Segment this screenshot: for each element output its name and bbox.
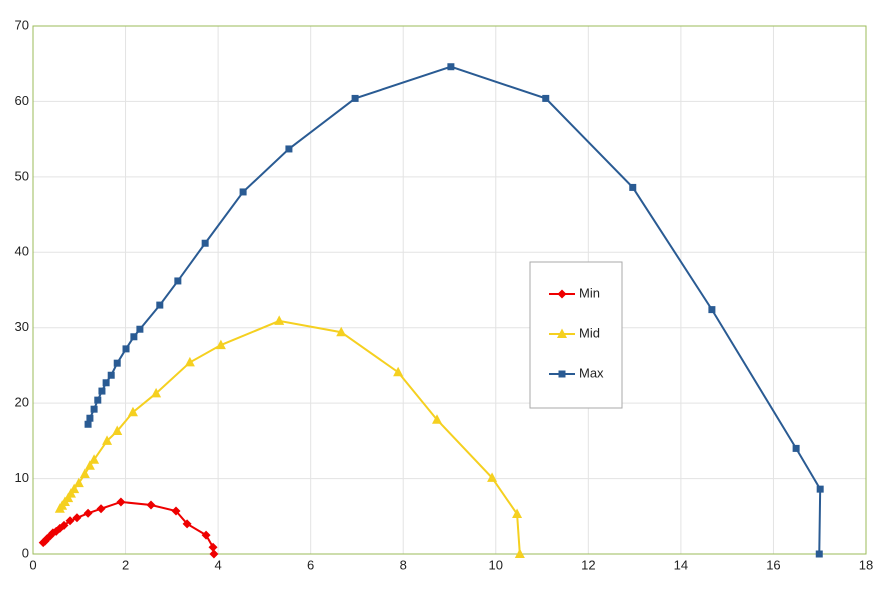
y-tick-label: 60 xyxy=(15,93,29,108)
marker xyxy=(69,483,80,494)
marker xyxy=(815,550,823,558)
marker xyxy=(113,359,121,367)
y-tick-label: 30 xyxy=(15,319,29,334)
marker xyxy=(72,513,82,523)
x-tick-label: 12 xyxy=(581,557,595,572)
marker xyxy=(487,472,498,482)
marker xyxy=(151,387,162,398)
marker xyxy=(130,333,138,341)
y-tick-label: 10 xyxy=(15,470,29,485)
marker xyxy=(84,420,92,428)
x-tick-label: 16 xyxy=(766,557,780,572)
marker xyxy=(174,277,182,285)
marker xyxy=(512,508,523,519)
marker xyxy=(96,504,106,514)
legend-label: Max xyxy=(579,365,604,380)
plot-border xyxy=(32,25,867,555)
marker xyxy=(708,306,716,314)
marker xyxy=(112,425,123,436)
marker xyxy=(209,549,219,559)
marker xyxy=(432,414,443,424)
marker xyxy=(201,239,209,247)
x-tick-label: 10 xyxy=(489,557,503,572)
marker xyxy=(171,506,181,516)
marker xyxy=(816,485,824,493)
marker xyxy=(629,183,637,191)
marker xyxy=(73,477,84,488)
legend-label: Min xyxy=(579,285,600,300)
marker xyxy=(146,500,156,510)
marker xyxy=(201,530,211,540)
marker xyxy=(239,188,247,196)
marker xyxy=(792,444,800,452)
marker xyxy=(86,414,94,422)
marker xyxy=(102,435,113,445)
marker xyxy=(89,454,100,464)
marker xyxy=(59,520,69,530)
legend-label: Mid xyxy=(579,325,600,340)
y-tick-label: 40 xyxy=(15,244,29,259)
marker xyxy=(542,94,550,102)
marker xyxy=(98,387,106,395)
marker xyxy=(79,468,90,479)
marker xyxy=(127,406,138,417)
marker xyxy=(336,326,347,337)
marker xyxy=(514,548,525,558)
series-line xyxy=(42,500,215,555)
marker xyxy=(107,371,115,379)
marker xyxy=(393,366,404,377)
marker xyxy=(557,328,567,338)
marker xyxy=(208,542,218,552)
x-tick-label: 8 xyxy=(400,557,407,572)
marker xyxy=(184,356,195,367)
marker xyxy=(215,339,226,350)
marker xyxy=(102,379,110,387)
marker xyxy=(122,345,130,353)
y-tick-label: 0 xyxy=(22,545,29,560)
y-tick-label: 70 xyxy=(15,17,29,32)
marker xyxy=(274,315,285,325)
marker xyxy=(351,94,359,102)
marker xyxy=(156,301,164,309)
marker xyxy=(116,497,126,507)
marker xyxy=(557,289,567,299)
legend: Min Mid Max xyxy=(529,261,623,409)
x-tick-label: 0 xyxy=(29,557,36,572)
legend-box xyxy=(529,261,623,409)
x-tick-label: 4 xyxy=(214,557,221,572)
marker xyxy=(136,325,144,333)
marker xyxy=(83,508,93,518)
marker xyxy=(94,396,102,404)
marker xyxy=(90,405,98,413)
marker xyxy=(447,63,455,71)
x-tick-label: 6 xyxy=(307,557,314,572)
x-tick-label: 18 xyxy=(859,557,873,572)
marker xyxy=(285,145,293,153)
y-tick-label: 20 xyxy=(15,395,29,410)
marker xyxy=(182,519,192,529)
y-tick-label: 50 xyxy=(15,168,29,183)
marker xyxy=(65,516,75,526)
marker xyxy=(84,460,95,470)
x-tick-label: 14 xyxy=(674,557,688,572)
series-line xyxy=(59,319,521,555)
x-tick-label: 2 xyxy=(122,557,129,572)
marker xyxy=(558,370,566,378)
